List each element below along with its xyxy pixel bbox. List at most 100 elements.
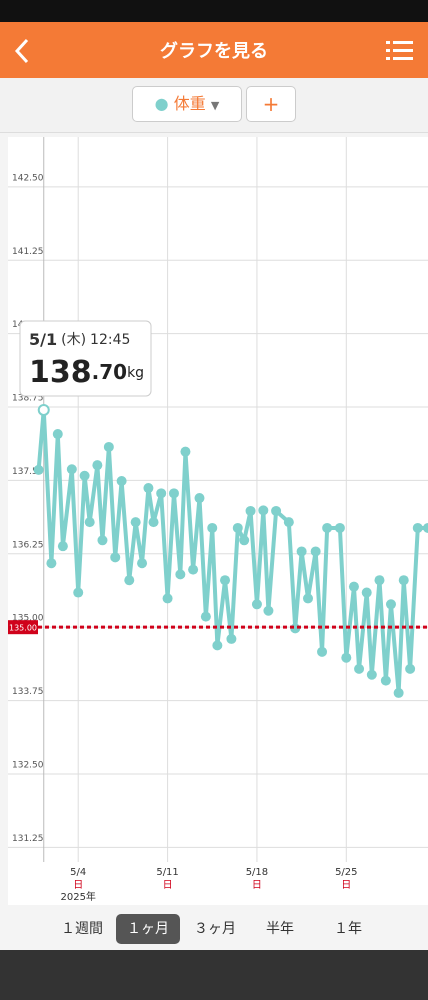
range-tab[interactable]: １年 (334, 921, 362, 937)
y-tick-label: 136.25 (12, 540, 44, 550)
data-point (393, 687, 404, 698)
chart: 131.25 132.50 133.75 135.00 136.25 137.50 138.… (8, 137, 428, 905)
menu-button[interactable] (386, 40, 414, 62)
add-button[interactable]: + (246, 86, 296, 122)
data-point (200, 611, 211, 622)
y-tick-label: 133.75 (12, 687, 44, 697)
tooltip: 5/1 (木) 12:45 138.70kg (19, 320, 152, 397)
data-point (37, 403, 50, 416)
data-point (57, 541, 68, 552)
x-tick-sublabel: 日 (341, 880, 351, 891)
data-point (361, 587, 372, 598)
data-point (79, 470, 90, 481)
x-tick-label: 5/25 (335, 867, 357, 878)
x-tick-sublabel: 日 (163, 880, 173, 891)
y-tick-label: 137.50 (12, 467, 44, 477)
data-point (398, 575, 409, 586)
tooltip-value: 138.70kg (29, 355, 144, 390)
data-point (180, 446, 191, 457)
x-tick-sublabel: 日 (252, 880, 262, 891)
y-tick-label: 138.75 (12, 394, 44, 404)
range-tab[interactable]: １週間 (61, 921, 103, 937)
tooltip-value-dec: .70 (92, 360, 127, 384)
back-button[interactable] (12, 38, 32, 64)
data-point (194, 493, 205, 504)
header-title: グラフを見る (160, 41, 268, 62)
item-select[interactable]: ● 体重 ▼ (132, 86, 242, 122)
y-tick-label: 135.00 (12, 614, 44, 624)
status-bar (0, 0, 428, 22)
data-point (380, 675, 391, 686)
tooltip-time: 12:45 (90, 332, 130, 348)
data-point (296, 546, 307, 557)
data-point (251, 599, 262, 610)
data-point (232, 522, 243, 533)
data-point (423, 522, 428, 533)
data-point (46, 558, 57, 569)
nav-bar (0, 950, 428, 1000)
x-tick-label: 5/18 (246, 867, 268, 878)
data-point (226, 633, 237, 644)
data-point (73, 587, 84, 598)
data-point (66, 464, 77, 475)
y-tick-label: 132.50 (12, 760, 44, 770)
x-tick-label: 5/4 (70, 867, 86, 878)
data-point (220, 575, 231, 586)
data-point (103, 441, 114, 452)
data-point (334, 522, 345, 533)
data-point (188, 564, 199, 575)
year-label: 2025年 (60, 890, 95, 903)
x-tick-sublabel: 日 (73, 880, 83, 891)
data-point (143, 483, 154, 494)
data-point (310, 546, 321, 557)
data-point (92, 460, 103, 471)
data-point (162, 593, 173, 604)
data-point (303, 593, 313, 604)
data-point (130, 517, 141, 528)
y-tick-label: 142.50 (12, 173, 44, 183)
tooltip-value-int: 138 (29, 355, 92, 390)
tooltip-unit: kg (127, 365, 144, 381)
target-label-bg (8, 620, 38, 635)
y-tick-label: 131.25 (12, 834, 44, 844)
target-label: 135.00 (9, 624, 37, 633)
range-tab[interactable]: 半年 (266, 921, 294, 937)
data-point (116, 476, 127, 487)
header: グラフを見る (0, 22, 428, 78)
item-label: 体重 (173, 94, 206, 113)
data-point (374, 575, 385, 586)
data-point (175, 569, 186, 580)
data-point (156, 488, 167, 499)
data-point (348, 581, 359, 592)
data-point (168, 488, 179, 499)
data-point (263, 605, 274, 616)
data-point (124, 575, 135, 586)
selector-bar: ● 体重 ▼ + (0, 78, 428, 133)
range-tab[interactable]: ３ヶ月 (194, 921, 236, 937)
tooltip-header: 5/1 (木) 12:45 (29, 330, 130, 349)
x-tick-label: 5/11 (156, 867, 178, 878)
data-point (366, 669, 377, 680)
data-point (212, 640, 223, 651)
data-point (283, 517, 294, 528)
data-point (341, 652, 352, 663)
plot-background (8, 137, 428, 905)
data-point (33, 464, 44, 475)
data-point (137, 558, 148, 569)
data-point (412, 522, 423, 533)
data-point (317, 646, 328, 657)
data-point (258, 505, 269, 516)
data-point (322, 522, 333, 533)
data-point (239, 535, 250, 546)
data-point (385, 599, 396, 610)
y-tick-label: 141.25 (12, 247, 44, 257)
data-point (271, 505, 282, 516)
tooltip-weekday: (木) (61, 332, 86, 348)
data-point (52, 429, 63, 440)
data-point (207, 522, 218, 533)
data-point (110, 552, 121, 563)
data-point (97, 535, 108, 546)
range-tabs: １週間 １ヶ月 ３ヶ月 半年 １年 (0, 906, 428, 950)
range-tab[interactable]: １ヶ月 (116, 914, 180, 944)
